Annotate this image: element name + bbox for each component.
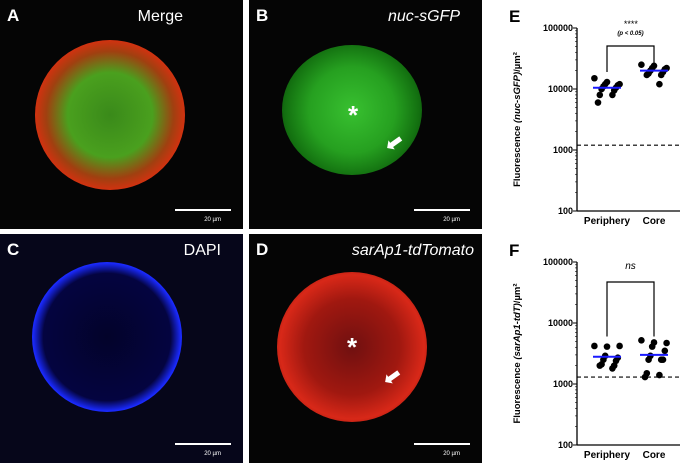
panel-letter: B [256, 6, 269, 25]
data-point [647, 352, 654, 360]
scale-bar [414, 443, 470, 445]
y-tick-label: 100000 [543, 23, 573, 33]
panel-b-gfp: * ⬅ B nuc-sGFP 20 µm [249, 0, 482, 229]
x-tick-label: Periphery [584, 216, 631, 227]
panel-title: Merge [137, 8, 183, 25]
panel-title: sarAp1-tdTomato [351, 242, 474, 259]
y-tick-label: 1000 [553, 145, 573, 155]
panel-letter: A [7, 6, 20, 25]
data-point [656, 371, 663, 379]
data-point [603, 78, 611, 86]
gfp-sphere [282, 45, 422, 175]
data-point [657, 356, 665, 364]
y-tick-label: 10000 [548, 84, 573, 94]
x-tick-label: Core [643, 450, 666, 461]
y-tick-label: 100000 [543, 257, 573, 267]
panel-letter: D [256, 240, 269, 259]
significance-bracket [606, 281, 655, 337]
scale-label: 20 µm [443, 451, 460, 457]
data-point [643, 369, 651, 377]
merge-sphere [35, 40, 185, 190]
y-axis-label: Fluorescence (sarAp1-tdT)/µm² [512, 283, 523, 423]
scale-label: 20 µm [443, 217, 460, 223]
panel-d-tdtomato: * ⬅ D sarAp1-tdTomato 20 µm [249, 234, 482, 463]
data-point [638, 61, 645, 69]
data-point [601, 80, 609, 88]
data-point [663, 339, 670, 347]
data-point [616, 80, 623, 88]
dapi-ring [32, 262, 182, 412]
data-point [596, 362, 604, 369]
data-point [591, 342, 598, 350]
scale-bar [414, 209, 470, 211]
data-point [661, 66, 669, 73]
panel-a-merge: A Merge 20 µm [0, 0, 243, 229]
data-point [650, 339, 658, 346]
y-tick-label: 100 [558, 206, 573, 216]
x-tick-label: Core [643, 216, 666, 227]
data-point [643, 71, 651, 79]
data-point [659, 68, 667, 76]
x-tick-label: Periphery [584, 450, 631, 461]
panel-letter: C [7, 240, 20, 259]
data-point [614, 81, 622, 89]
data-point [645, 356, 652, 364]
core-asterisk: * [348, 100, 359, 130]
y-axis-label: Fluorescence (nuc-sGFP)/µm² [512, 52, 523, 187]
data-point [645, 70, 652, 77]
data-point [648, 64, 656, 72]
data-point [603, 343, 611, 350]
core-asterisk: * [347, 332, 358, 362]
data-point [601, 352, 609, 360]
panel-title: nuc-sGFP [387, 8, 460, 25]
chart-letter: E [509, 7, 520, 26]
data-point [610, 87, 618, 94]
y-tick-label: 10000 [548, 318, 573, 328]
panel-title: DAPI [183, 242, 221, 259]
data-point [612, 84, 620, 92]
scale-bar [175, 443, 231, 445]
data-point [663, 64, 670, 72]
significance-label: ns [625, 261, 636, 272]
scale-bar [175, 209, 231, 211]
scale-label: 20 µm [204, 451, 221, 457]
data-point [598, 361, 605, 368]
data-point [614, 354, 622, 361]
data-point [591, 74, 598, 82]
data-point [647, 67, 654, 74]
data-point [594, 99, 602, 106]
y-tick-label: 100 [558, 440, 573, 450]
data-point [596, 91, 604, 99]
p-value-label: (p < 0.05) [617, 31, 643, 37]
data-point [650, 62, 658, 70]
y-tick-label: 1000 [553, 379, 573, 389]
data-point [612, 357, 620, 365]
data-point [610, 362, 618, 369]
chart-letter: F [509, 241, 519, 260]
data-point [656, 80, 663, 88]
data-point [609, 365, 616, 372]
data-point [648, 343, 656, 350]
data-point [616, 342, 623, 350]
data-point [659, 356, 667, 364]
data-point [609, 91, 616, 99]
data-point [638, 337, 645, 344]
significance-bracket [606, 45, 655, 72]
scale-label: 20 µm [204, 217, 221, 223]
data-point [661, 347, 669, 355]
significance-label: **** [623, 19, 638, 29]
panel-c-dapi: C DAPI 20 µm [0, 234, 243, 463]
data-point [598, 85, 605, 93]
data-point [641, 373, 649, 381]
data-point [600, 356, 607, 364]
data-point [657, 71, 665, 79]
tdtomato-sphere [277, 272, 427, 422]
data-point [600, 83, 607, 90]
